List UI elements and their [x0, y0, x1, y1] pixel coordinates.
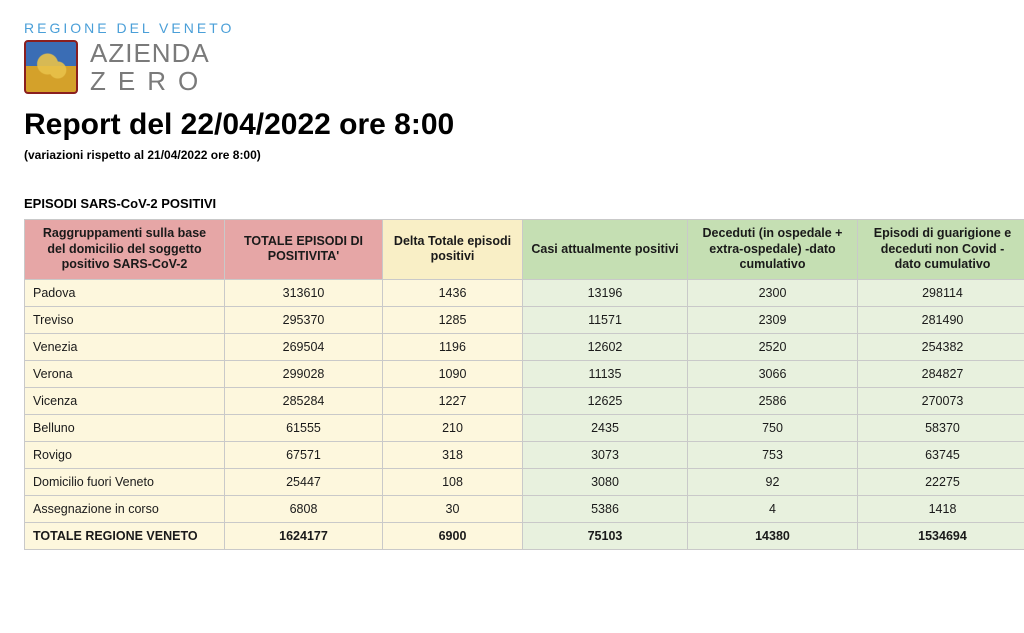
- cell: 285284: [225, 387, 383, 414]
- cell: 30: [383, 495, 523, 522]
- region-label: REGIONE DEL VENETO: [24, 20, 1000, 36]
- row-label: TOTALE REGIONE VENETO: [25, 522, 225, 549]
- cell: 254382: [858, 333, 1024, 360]
- col-header-4: Deceduti (in ospedale + extra-ospedale) …: [688, 220, 858, 280]
- row-label: Verona: [25, 360, 225, 387]
- cell: 1285: [383, 306, 523, 333]
- cell: 298114: [858, 279, 1024, 306]
- cell: 3073: [523, 441, 688, 468]
- section-title: EPISODI SARS-CoV-2 POSITIVI: [24, 196, 1000, 211]
- row-label: Belluno: [25, 414, 225, 441]
- table-row: Assegnazione in corso680830538641418: [25, 495, 1024, 522]
- cell: 318: [383, 441, 523, 468]
- cell: 5386: [523, 495, 688, 522]
- cell: 108: [383, 468, 523, 495]
- cell: 284827: [858, 360, 1024, 387]
- row-label: Assegnazione in corso: [25, 495, 225, 522]
- report-subtitle: (variazioni rispetto al 21/04/2022 ore 8…: [24, 148, 1000, 162]
- cell: 58370: [858, 414, 1024, 441]
- cell: 14380: [688, 522, 858, 549]
- cell: 4: [688, 495, 858, 522]
- table-row: Belluno61555210243575058370: [25, 414, 1024, 441]
- table-row: Vicenza2852841227126252586270073: [25, 387, 1024, 414]
- row-label: Padova: [25, 279, 225, 306]
- logo-row: AZIENDA ZERO: [24, 40, 1000, 94]
- cell: 2309: [688, 306, 858, 333]
- cell: 11135: [523, 360, 688, 387]
- episodes-table: Raggruppamenti sulla base del domicilio …: [24, 219, 1024, 550]
- table-row: Verona2990281090111353066284827: [25, 360, 1024, 387]
- cell: 6900: [383, 522, 523, 549]
- cell: 270073: [858, 387, 1024, 414]
- table-header-row: Raggruppamenti sulla base del domicilio …: [25, 220, 1024, 280]
- col-header-5: Episodi di guarigione e deceduti non Cov…: [858, 220, 1024, 280]
- cell: 12625: [523, 387, 688, 414]
- cell: 3066: [688, 360, 858, 387]
- cell: 1227: [383, 387, 523, 414]
- table-row: TOTALE REGIONE VENETO1624177690075103143…: [25, 522, 1024, 549]
- cell: 281490: [858, 306, 1024, 333]
- cell: 753: [688, 441, 858, 468]
- cell: 295370: [225, 306, 383, 333]
- cell: 22275: [858, 468, 1024, 495]
- table-row: Treviso2953701285115712309281490: [25, 306, 1024, 333]
- cell: 2435: [523, 414, 688, 441]
- col-header-0: Raggruppamenti sulla base del domicilio …: [25, 220, 225, 280]
- cell: 1534694: [858, 522, 1024, 549]
- cell: 313610: [225, 279, 383, 306]
- row-label: Rovigo: [25, 441, 225, 468]
- cell: 63745: [858, 441, 1024, 468]
- cell: 269504: [225, 333, 383, 360]
- cell: 13196: [523, 279, 688, 306]
- logo-text: AZIENDA ZERO: [90, 40, 210, 94]
- cell: 299028: [225, 360, 383, 387]
- row-label: Vicenza: [25, 387, 225, 414]
- logo-line1: AZIENDA: [90, 40, 210, 66]
- cell: 67571: [225, 441, 383, 468]
- table-row: Rovigo67571318307375363745: [25, 441, 1024, 468]
- col-header-1: TOTALE EPISODI DI POSITIVITA': [225, 220, 383, 280]
- table-row: Padova3136101436131962300298114: [25, 279, 1024, 306]
- cell: 25447: [225, 468, 383, 495]
- cell: 2300: [688, 279, 858, 306]
- row-label: Venezia: [25, 333, 225, 360]
- col-header-3: Casi attualmente positivi: [523, 220, 688, 280]
- table-row: Venezia2695041196126022520254382: [25, 333, 1024, 360]
- cell: 1436: [383, 279, 523, 306]
- cell: 1418: [858, 495, 1024, 522]
- cell: 2586: [688, 387, 858, 414]
- cell: 1196: [383, 333, 523, 360]
- cell: 92: [688, 468, 858, 495]
- cell: 3080: [523, 468, 688, 495]
- cell: 2520: [688, 333, 858, 360]
- cell: 12602: [523, 333, 688, 360]
- cell: 1624177: [225, 522, 383, 549]
- logo-line2: ZERO: [90, 68, 210, 94]
- table-row: Domicilio fuori Veneto254471083080922227…: [25, 468, 1024, 495]
- col-header-2: Delta Totale episodi positivi: [383, 220, 523, 280]
- cell: 11571: [523, 306, 688, 333]
- cell: 75103: [523, 522, 688, 549]
- cell: 750: [688, 414, 858, 441]
- cell: 1090: [383, 360, 523, 387]
- report-title: Report del 22/04/2022 ore 8:00: [24, 108, 1000, 142]
- table-head: Raggruppamenti sulla base del domicilio …: [25, 220, 1024, 280]
- cell: 61555: [225, 414, 383, 441]
- row-label: Treviso: [25, 306, 225, 333]
- cell: 6808: [225, 495, 383, 522]
- row-label: Domicilio fuori Veneto: [25, 468, 225, 495]
- table-body: Padova3136101436131962300298114Treviso29…: [25, 279, 1024, 549]
- cell: 210: [383, 414, 523, 441]
- logo-shield-icon: [24, 40, 78, 94]
